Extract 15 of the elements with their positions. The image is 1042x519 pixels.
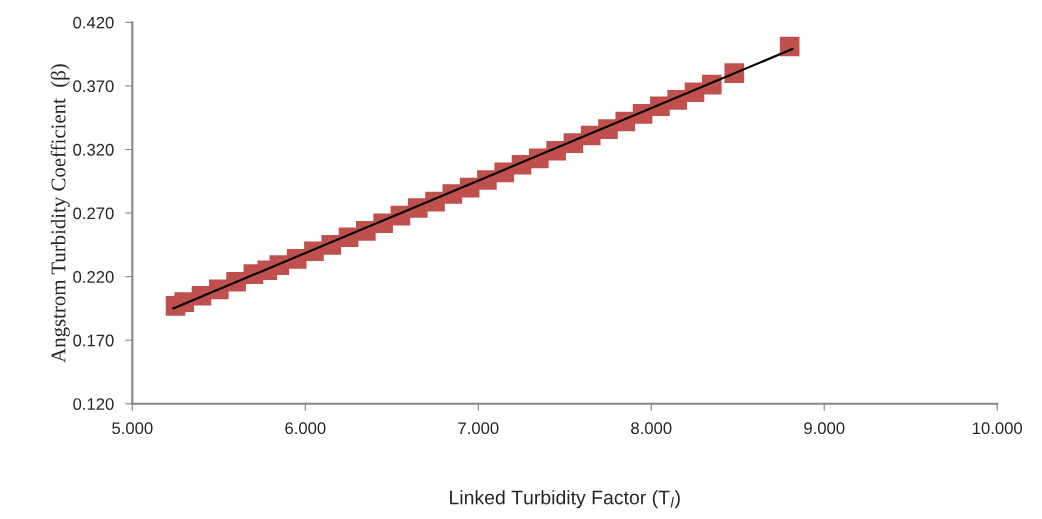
y-tick-label: 0.120 [73, 398, 114, 410]
x-tick-label: 8.000 [631, 422, 672, 435]
x-tick-label: 9.000 [804, 422, 845, 435]
x-tick-label: 5.000 [112, 422, 153, 435]
y-tick-label: 0.270 [73, 207, 114, 220]
y-tick-label: 0.420 [73, 16, 114, 29]
y-axis-title: Angstrom Turbidity Coefficient (β) [50, 64, 70, 363]
y-tick-label: 0.370 [73, 80, 114, 93]
x-axis-title: Linked Turbidity Factor (T$_{l}$) [450, 490, 680, 509]
x-tick-label: 6.000 [285, 422, 326, 435]
x-tick-label: 7.000 [458, 422, 499, 435]
y-tick-label: 0.170 [73, 334, 114, 347]
x-tick-label: 10.000 [972, 422, 1023, 435]
y-tick-label: 0.320 [73, 143, 114, 156]
y-tick-label: 0.220 [73, 271, 114, 283]
